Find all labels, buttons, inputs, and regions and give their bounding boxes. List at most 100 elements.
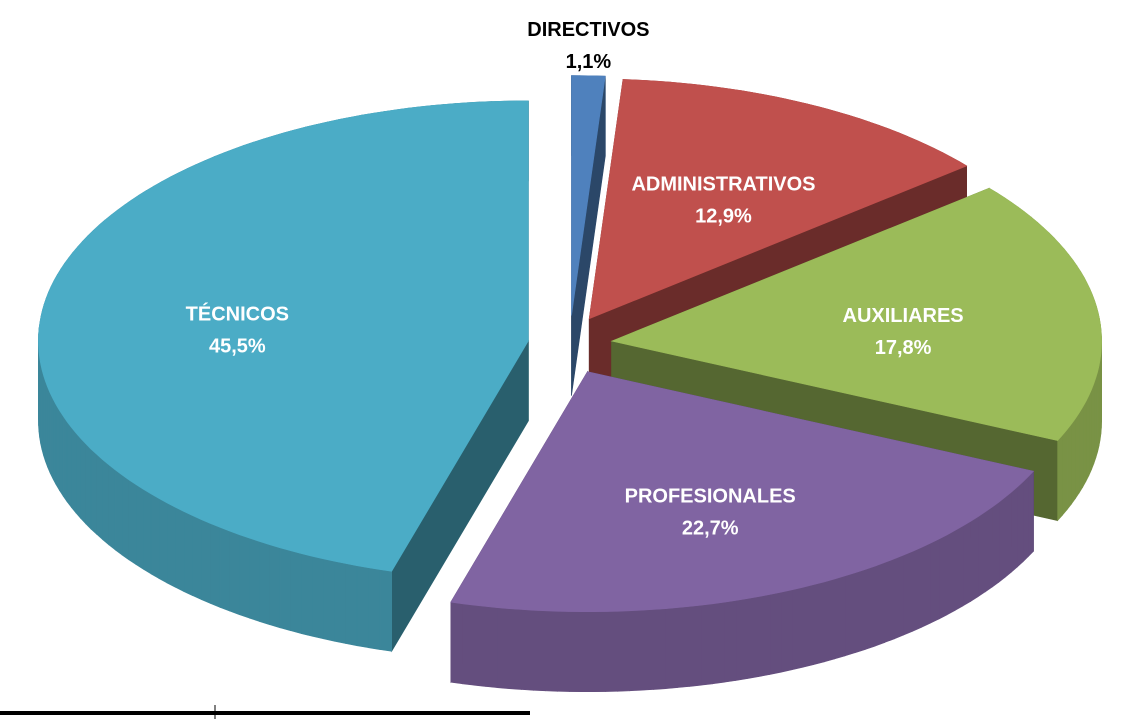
slice-side — [269, 544, 281, 629]
slice-side — [605, 610, 618, 692]
value-label: 22,7% — [682, 518, 739, 540]
slice-side — [62, 415, 68, 503]
slice-side — [229, 530, 240, 616]
slice-side — [192, 515, 202, 601]
slice-side — [977, 511, 986, 598]
slice-side — [485, 606, 498, 689]
slice-side — [473, 604, 487, 687]
slice-side — [75, 432, 81, 520]
slice-side — [1088, 389, 1092, 476]
slice-side — [509, 608, 522, 690]
slice-side — [823, 578, 835, 663]
slice-side — [903, 550, 913, 636]
slice-top — [450, 371, 1035, 612]
data-label: AUXILIARES 17,8% — [843, 305, 964, 359]
slice — [450, 370, 1035, 693]
slice-side — [85, 442, 92, 530]
slice-side — [279, 547, 291, 632]
value-label: 12,9% — [695, 206, 752, 228]
slice-side — [521, 609, 534, 691]
slice-side — [80, 437, 86, 525]
slice-side — [677, 606, 690, 688]
slice-side — [1017, 481, 1024, 568]
slice-side — [1071, 417, 1076, 505]
slice-side — [210, 523, 221, 608]
slice-side — [884, 558, 895, 643]
slice-side — [450, 601, 463, 685]
slice-side — [688, 604, 702, 687]
slice-side — [938, 534, 948, 620]
slice-side — [1004, 491, 1012, 578]
slice-side — [1028, 470, 1034, 558]
slice-side — [334, 560, 346, 644]
slice-side — [813, 581, 825, 665]
data-label: DIRECTIVOS 1,1% — [527, 19, 649, 73]
slice-side — [712, 601, 725, 685]
slice-top — [571, 75, 606, 316]
slice-side — [874, 562, 885, 647]
slice-side — [844, 572, 856, 657]
category-label: PROFESIONALES — [625, 486, 796, 508]
slice-side — [1082, 400, 1087, 489]
slice-side — [791, 586, 804, 671]
slice-side — [1066, 423, 1072, 511]
slice-side — [984, 506, 993, 593]
slice-side — [47, 387, 51, 474]
category-label: AUXILIARES — [843, 305, 964, 327]
slice-side — [758, 594, 771, 677]
slice-side — [45, 381, 48, 468]
slice-side — [629, 609, 642, 692]
slice-side — [617, 610, 630, 692]
slice-side — [533, 609, 546, 692]
slice — [38, 100, 529, 653]
data-label: ADMINISTRATIVOS 12,9% — [631, 174, 815, 228]
slice-side — [239, 534, 250, 619]
slice-side — [128, 479, 137, 566]
slice-side — [780, 589, 793, 673]
slice-side — [356, 565, 369, 649]
slice-top — [38, 100, 529, 572]
slice-side — [970, 516, 979, 602]
category-label: ADMINISTRATIVOS — [631, 174, 815, 196]
slice-side — [175, 506, 185, 592]
slice-side — [1085, 395, 1090, 482]
slice-side — [1091, 383, 1095, 470]
slice-side — [1079, 405, 1084, 494]
slice-side — [930, 538, 940, 624]
slice-side — [802, 584, 814, 668]
slice-side — [55, 403, 60, 492]
slice-side — [998, 496, 1006, 583]
slice-side — [368, 567, 381, 650]
slice-side — [912, 546, 922, 632]
slice-side — [724, 600, 737, 683]
slice-side — [921, 542, 931, 628]
slice-side — [201, 519, 211, 605]
slice-side — [834, 575, 846, 660]
slice-side — [1075, 411, 1080, 500]
slice-side — [769, 591, 782, 675]
slice-side — [545, 610, 558, 692]
slice-side — [1011, 486, 1018, 573]
slice-side — [345, 563, 358, 647]
slice-side — [301, 553, 313, 637]
slice-top — [610, 187, 1102, 441]
slice-side — [653, 608, 666, 690]
slice-side — [121, 474, 129, 561]
slice-top — [588, 79, 968, 320]
slice-side — [569, 611, 582, 693]
slice-side — [166, 502, 176, 588]
slice-side — [108, 464, 116, 551]
slice-side — [581, 611, 594, 692]
slice-side — [746, 596, 759, 679]
slice-side — [158, 497, 168, 584]
slice-side — [557, 610, 570, 692]
slice-side — [700, 603, 713, 686]
slice-side — [641, 609, 654, 691]
slice-side — [462, 603, 475, 686]
slice-side — [59, 409, 64, 498]
slice-side — [96, 453, 103, 541]
slice-side — [102, 458, 109, 546]
slice-side — [1022, 475, 1029, 563]
